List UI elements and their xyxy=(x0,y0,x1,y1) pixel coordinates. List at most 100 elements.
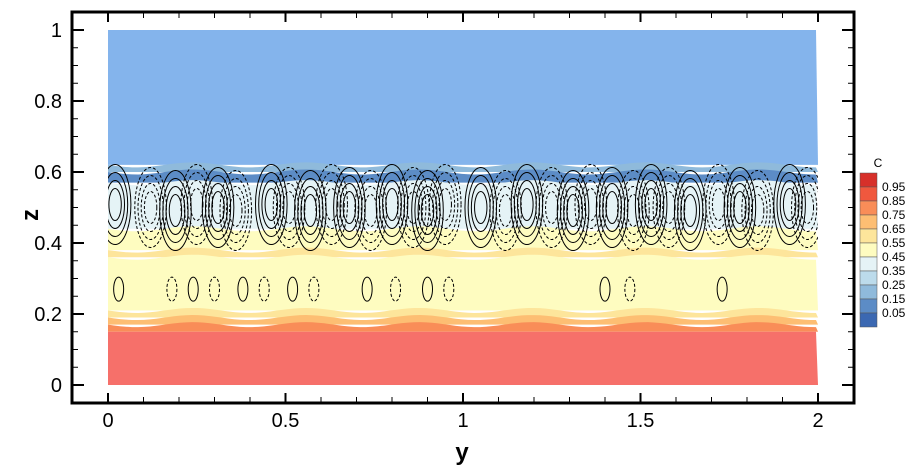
contour-line xyxy=(308,276,320,302)
contour-line xyxy=(187,276,199,302)
legend-swatch xyxy=(859,284,878,300)
legend-label: 0.65 xyxy=(882,222,906,236)
legend-swatch xyxy=(859,186,878,202)
legend-label: 0.25 xyxy=(882,278,906,292)
contour-line xyxy=(180,164,214,245)
x-tick-label: 1.5 xyxy=(627,410,655,432)
contour-line xyxy=(599,276,611,302)
legend-swatch xyxy=(859,214,878,230)
contour-line xyxy=(315,164,348,245)
contour-line xyxy=(538,175,565,240)
contour-line xyxy=(644,188,658,221)
contour-line xyxy=(634,164,668,245)
contour-line xyxy=(382,180,402,229)
contour-line xyxy=(258,172,285,237)
legend-label: 0.45 xyxy=(882,250,906,264)
contour-line xyxy=(364,194,378,227)
contour-line xyxy=(297,178,324,243)
contour-line xyxy=(474,191,488,224)
contour-line xyxy=(638,172,665,237)
contour-line xyxy=(168,194,183,227)
contour-line xyxy=(261,180,282,229)
legend-label: 0.75 xyxy=(882,208,906,222)
contour-line xyxy=(219,170,253,251)
y-tick-label: 1 xyxy=(51,20,62,42)
contour-line xyxy=(617,170,650,251)
legend-title: C xyxy=(874,156,883,170)
contour-line xyxy=(417,186,438,235)
contour-line xyxy=(279,183,299,232)
contour-line xyxy=(162,178,189,243)
contour-line xyxy=(797,183,818,232)
contour-line xyxy=(208,183,228,232)
contour-line xyxy=(662,191,676,224)
contour-line xyxy=(397,167,430,248)
contour-line xyxy=(183,172,210,237)
contour-line xyxy=(556,170,590,251)
contour-line xyxy=(422,276,433,302)
contour-line xyxy=(773,164,806,245)
contour-line xyxy=(577,172,604,237)
y-tick-label: 0 xyxy=(51,375,62,397)
contour-line xyxy=(435,180,456,229)
contour-band xyxy=(108,226,818,251)
contour-line xyxy=(574,164,608,245)
contour-line xyxy=(599,175,626,240)
contour-band xyxy=(108,322,818,332)
y-axis: 0 0.2 0.4 0.6 0.8 1 xyxy=(34,20,854,397)
contour-line xyxy=(403,183,424,232)
contour-line xyxy=(733,191,747,224)
contour-line xyxy=(605,191,619,224)
contour-line xyxy=(318,172,345,237)
contour-line xyxy=(741,170,774,251)
contour-line xyxy=(595,167,629,248)
x-tick-label: 1 xyxy=(457,410,468,432)
contour-line xyxy=(711,188,726,221)
contour-line xyxy=(209,276,220,302)
contour-line xyxy=(443,276,455,302)
contour-line xyxy=(744,178,771,243)
contour-line xyxy=(800,191,815,224)
contour-line xyxy=(470,183,491,232)
contour-line xyxy=(794,175,818,240)
contour-line xyxy=(361,276,373,302)
contour-line xyxy=(683,194,697,227)
contour-band xyxy=(108,162,818,172)
contour-line xyxy=(779,180,800,229)
contour-line xyxy=(541,183,562,232)
contour-line xyxy=(626,194,641,227)
legend-label: 0.95 xyxy=(882,180,906,194)
contour-band xyxy=(108,169,818,183)
contour-line xyxy=(237,276,249,302)
legend-label: 0.55 xyxy=(882,236,906,250)
contour-line xyxy=(378,172,406,237)
contour-line xyxy=(498,194,513,227)
contour-line xyxy=(559,178,587,243)
contour-line xyxy=(584,188,598,221)
contour-line xyxy=(428,164,462,245)
contour-line xyxy=(385,188,399,221)
legend-swatch xyxy=(859,256,878,272)
contour-line xyxy=(211,191,225,224)
contour-line xyxy=(563,186,583,235)
contour-line xyxy=(108,180,125,229)
contour-line xyxy=(324,188,339,221)
legend-swatch xyxy=(859,200,878,216)
contour-line xyxy=(390,276,402,302)
contour-band xyxy=(108,247,818,258)
contour-line xyxy=(275,175,303,240)
contour-line xyxy=(517,180,537,229)
contour-line xyxy=(225,186,246,235)
contour-line xyxy=(624,276,636,302)
contour-line xyxy=(282,191,296,224)
contour-line xyxy=(535,167,569,248)
contour-line xyxy=(750,194,765,227)
contour-line xyxy=(602,183,622,232)
contour-line xyxy=(108,164,132,245)
y-tick-label: 0.6 xyxy=(34,162,62,184)
legend-swatch xyxy=(859,242,878,258)
contour-line xyxy=(520,188,534,221)
legend-label: 0.15 xyxy=(882,292,906,306)
contour-line xyxy=(229,194,243,227)
